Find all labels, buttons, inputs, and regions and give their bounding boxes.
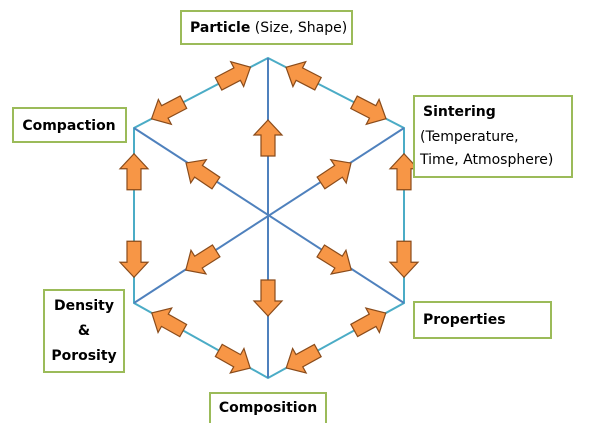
node-detail: (Temperature,	[420, 129, 519, 145]
node-title: Porosity	[51, 348, 116, 364]
node-box	[413, 301, 552, 339]
arrow	[214, 60, 252, 91]
arrow	[214, 343, 251, 374]
arrow	[350, 307, 387, 338]
node-detail: Time, Atmosphere)	[419, 152, 553, 168]
arrow	[252, 119, 284, 157]
node-title: Composition	[219, 400, 317, 416]
node-title: Compaction	[22, 118, 115, 134]
node-title: Properties	[423, 312, 506, 328]
arrow	[388, 240, 420, 279]
arrow	[118, 152, 150, 191]
node-title: Sintering	[423, 104, 496, 120]
arrows	[118, 60, 420, 374]
node-box	[43, 289, 125, 373]
node-box	[12, 107, 127, 143]
node-box	[209, 392, 327, 423]
arrow	[185, 244, 221, 275]
arrow	[285, 343, 322, 374]
spoke	[133, 127, 405, 304]
arrow	[388, 152, 420, 191]
node-box	[413, 95, 573, 178]
hexagon	[133, 56, 405, 380]
node-detail: (Size, Shape)	[255, 20, 347, 36]
node-title: Density	[54, 298, 114, 314]
node-label: Particle (Size, Shape)	[190, 20, 347, 36]
arrow	[285, 60, 323, 91]
arrow	[316, 158, 352, 190]
node-box	[180, 10, 353, 45]
arrow	[151, 307, 188, 338]
arrow	[252, 279, 284, 317]
node-title: Particle	[190, 20, 250, 36]
arrow	[185, 158, 221, 190]
arrow	[118, 240, 150, 279]
arrow	[349, 95, 387, 126]
arrow	[150, 95, 188, 126]
arrow	[316, 244, 353, 275]
node-title: &	[78, 323, 90, 339]
